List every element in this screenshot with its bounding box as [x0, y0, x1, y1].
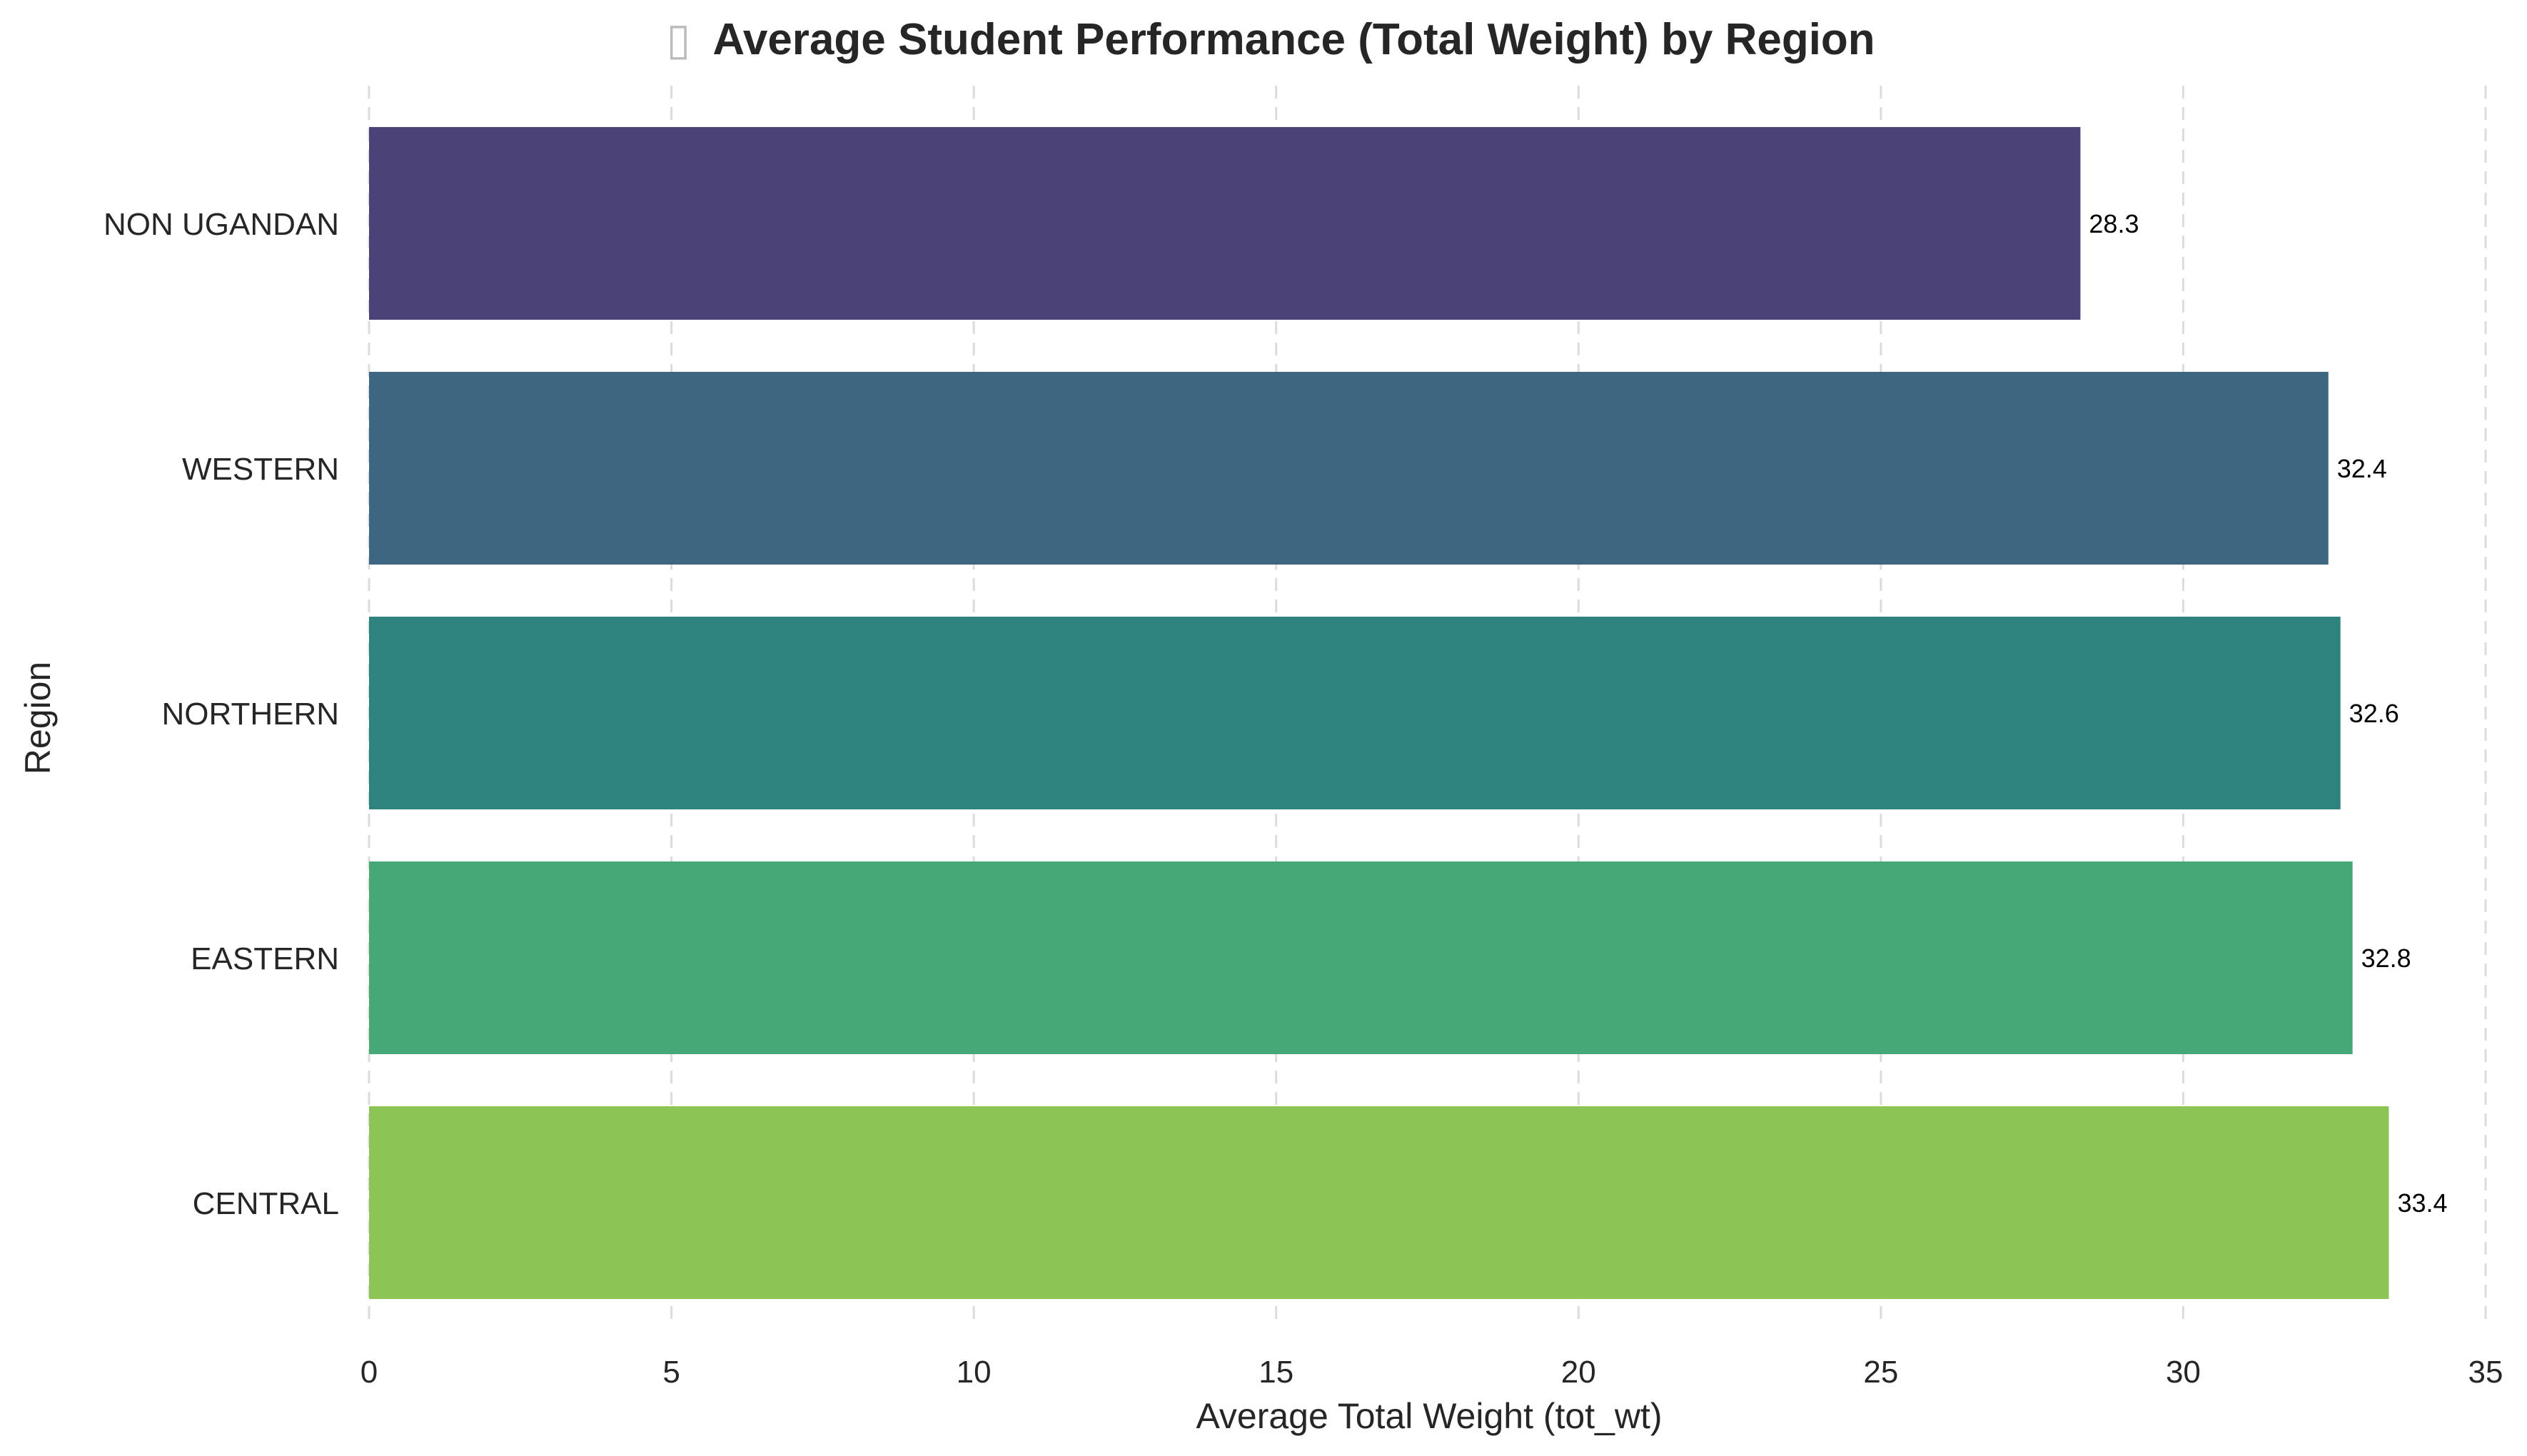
x-tick-label: 0 — [360, 1355, 378, 1390]
x-tick-label: 5 — [662, 1355, 680, 1390]
bar-western — [369, 372, 2329, 565]
y-tick-label: NON UGANDAN — [104, 207, 339, 242]
y-axis-label: Region — [18, 662, 58, 774]
y-tick-label: NORTHERN — [161, 697, 339, 732]
x-tick-label: 20 — [1561, 1355, 1596, 1390]
value-label: 32.8 — [2361, 944, 2411, 973]
bar-northern — [369, 617, 2341, 809]
x-tick-label: 25 — [1863, 1355, 1898, 1390]
chart-title-text: Average Student Performance (Total Weigh… — [712, 15, 1875, 64]
chart-title: ▯ Average Student Performance (Total Wei… — [666, 15, 1875, 64]
x-tick-label: 30 — [2166, 1355, 2201, 1390]
y-tick-label: EASTERN — [191, 941, 339, 976]
y-tick-label: CENTRAL — [193, 1186, 339, 1221]
x-tick-label: 15 — [1259, 1355, 1293, 1390]
x-axis-label: Average Total Weight (tot_wt) — [1196, 1396, 1662, 1436]
title-icon: ▯ — [666, 15, 690, 64]
x-tick-label: 10 — [957, 1355, 992, 1390]
x-tick-label: 35 — [2468, 1355, 2503, 1390]
bar-non-ugandan — [369, 127, 2081, 320]
bar-central — [369, 1106, 2389, 1299]
y-tick-labels: NON UGANDAN WESTERN NORTHERN EASTERN CENTRAL — [104, 207, 339, 1221]
bars — [369, 127, 2389, 1299]
value-label: 28.3 — [2089, 209, 2139, 238]
x-tick-labels: 0 5 10 15 20 25 30 35 — [360, 1355, 2503, 1390]
value-label: 32.6 — [2349, 699, 2399, 728]
value-label: 33.4 — [2397, 1188, 2447, 1218]
value-labels: 28.3 32.4 32.6 32.8 33.4 — [2089, 209, 2447, 1218]
y-tick-label: WESTERN — [182, 452, 339, 487]
value-label: 32.4 — [2337, 454, 2387, 483]
bar-eastern — [369, 861, 2353, 1054]
